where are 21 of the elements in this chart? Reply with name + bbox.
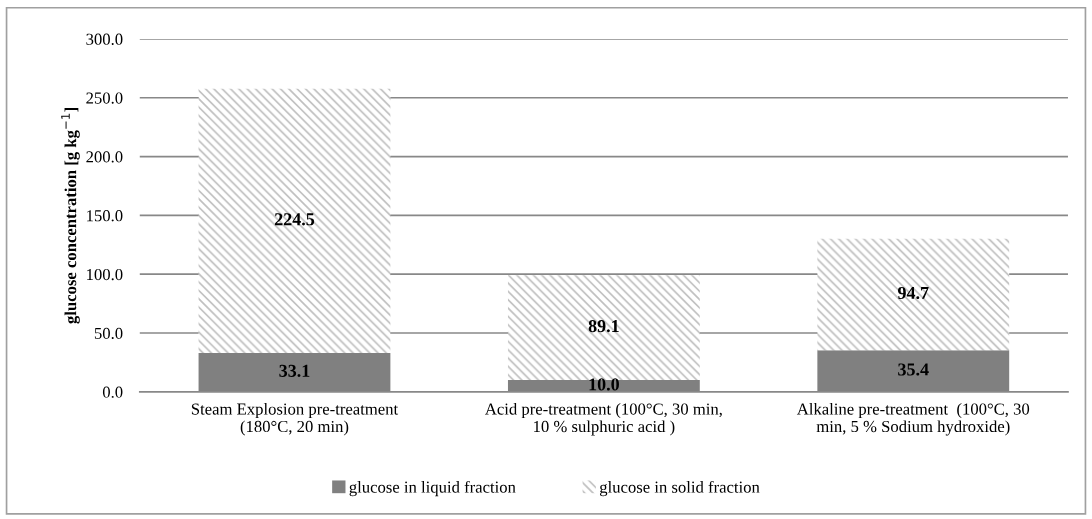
x-tick-label: Steam Explosion pre-treatment (180°C, 20 min) xyxy=(191,402,399,436)
legend-label: glucose in solid fraction xyxy=(599,480,760,497)
y-tick-label: 150.0 xyxy=(87,210,123,222)
y-tick-label: 300.0 xyxy=(86,33,123,45)
data-label: 33.1 xyxy=(279,364,310,377)
y-tick-label: 0.0 xyxy=(102,386,123,398)
legend-label: glucose in liquid fraction xyxy=(349,480,516,497)
data-label: 94.7 xyxy=(897,286,929,300)
data-label: 35.4 xyxy=(898,363,929,376)
y-tick-label: 50.0 xyxy=(94,327,123,340)
y-tick-label: 200.0 xyxy=(86,151,123,163)
data-label: 10.0 xyxy=(589,378,619,391)
y-tick-label: 100.0 xyxy=(87,268,123,281)
y-tick-label: 250.0 xyxy=(86,92,123,104)
y-axis-title: glucose concentration [g kg$^{−1}$] xyxy=(61,107,80,324)
x-tick-label: Alkaline pre-treatment (100°C, 30 min, 5 % Sodium hydroxide) xyxy=(796,402,1030,436)
bar xyxy=(198,88,391,353)
data-label: 89.1 xyxy=(588,320,619,333)
x-tick-label: Acid pre-treatment (100°C, 30 min, 10 % sulphuric acid ) xyxy=(485,402,722,436)
bar xyxy=(817,238,1010,351)
data-label: 224.5 xyxy=(274,213,315,226)
